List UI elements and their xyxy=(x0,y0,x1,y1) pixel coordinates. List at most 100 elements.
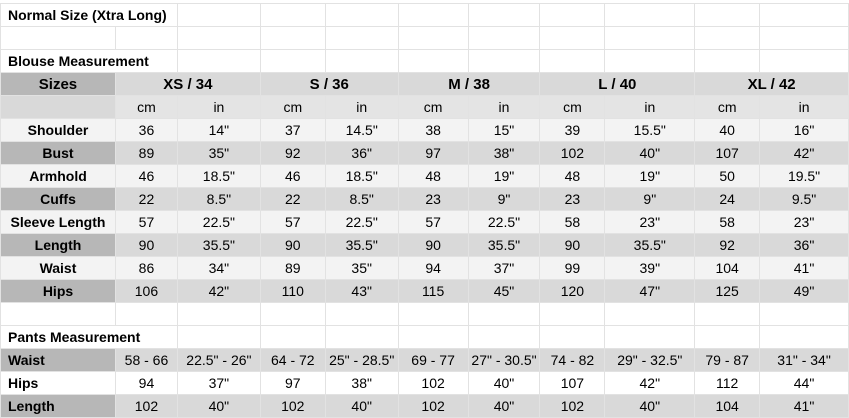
value-cell[interactable]: 31" - 34" xyxy=(759,348,849,372)
value-cell[interactable]: 15.5" xyxy=(604,118,696,142)
value-cell[interactable]: 43" xyxy=(324,279,399,303)
unit-header[interactable]: in xyxy=(324,95,399,119)
row-label[interactable]: Shoulder xyxy=(0,118,116,142)
value-cell[interactable]: 125 xyxy=(694,279,761,303)
row-label[interactable]: Sleeve Length xyxy=(0,210,116,234)
value-cell[interactable]: 69 - 77 xyxy=(397,348,469,372)
value-cell[interactable]: 40" xyxy=(604,394,696,418)
empty-cell[interactable] xyxy=(259,49,326,73)
empty-cell[interactable] xyxy=(397,3,469,27)
value-cell[interactable]: 50 xyxy=(694,164,761,188)
empty-cell[interactable] xyxy=(539,325,606,349)
value-cell[interactable]: 94 xyxy=(397,256,469,280)
value-cell[interactable]: 46 xyxy=(259,164,326,188)
value-cell[interactable]: 23" xyxy=(604,210,696,234)
value-cell[interactable]: 106 xyxy=(114,279,178,303)
empty-cell[interactable] xyxy=(324,49,399,73)
empty-cell[interactable] xyxy=(176,302,261,326)
value-cell[interactable]: 57 xyxy=(114,210,178,234)
value-cell[interactable]: 45" xyxy=(467,279,541,303)
value-cell[interactable]: 15" xyxy=(467,118,541,142)
empty-cell[interactable] xyxy=(397,302,469,326)
value-cell[interactable]: 23" xyxy=(759,210,849,234)
value-cell[interactable]: 9.5" xyxy=(759,187,849,211)
value-cell[interactable]: 8.5" xyxy=(324,187,399,211)
empty-cell[interactable] xyxy=(539,3,606,27)
value-cell[interactable]: 19" xyxy=(604,164,696,188)
empty-cell[interactable] xyxy=(259,26,326,50)
value-cell[interactable]: 23 xyxy=(539,187,606,211)
value-cell[interactable]: 86 xyxy=(114,256,178,280)
row-label[interactable]: Hips xyxy=(0,279,116,303)
blouse-section-title[interactable]: Blouse Measurement xyxy=(0,49,178,73)
empty-cell[interactable] xyxy=(324,325,399,349)
value-cell[interactable]: 27" - 30.5" xyxy=(467,348,541,372)
value-cell[interactable]: 37" xyxy=(467,256,541,280)
empty-cell[interactable] xyxy=(467,3,541,27)
empty-cell[interactable] xyxy=(0,26,116,50)
empty-cell[interactable] xyxy=(114,26,178,50)
empty-cell[interactable] xyxy=(176,3,261,27)
row-label[interactable]: Length xyxy=(0,394,116,418)
empty-cell[interactable] xyxy=(759,325,849,349)
empty-cell[interactable] xyxy=(176,49,261,73)
value-cell[interactable]: 107 xyxy=(539,371,606,395)
value-cell[interactable]: 22 xyxy=(259,187,326,211)
empty-cell[interactable] xyxy=(604,302,696,326)
row-label[interactable]: Length xyxy=(0,233,116,257)
sheet-title[interactable]: Normal Size (Xtra Long) xyxy=(0,3,178,27)
value-cell[interactable]: 115 xyxy=(397,279,469,303)
value-cell[interactable]: 94 xyxy=(114,371,178,395)
row-label[interactable]: Armhold xyxy=(0,164,116,188)
size-header[interactable]: L / 40 xyxy=(539,72,696,96)
empty-cell[interactable] xyxy=(604,26,696,50)
value-cell[interactable]: 48 xyxy=(397,164,469,188)
value-cell[interactable]: 23 xyxy=(397,187,469,211)
value-cell[interactable]: 49" xyxy=(759,279,849,303)
value-cell[interactable]: 46 xyxy=(114,164,178,188)
value-cell[interactable]: 97 xyxy=(259,371,326,395)
value-cell[interactable]: 38 xyxy=(397,118,469,142)
value-cell[interactable]: 40" xyxy=(467,394,541,418)
empty-cell[interactable] xyxy=(0,302,116,326)
value-cell[interactable]: 19.5" xyxy=(759,164,849,188)
value-cell[interactable]: 102 xyxy=(539,141,606,165)
unit-header[interactable]: cm xyxy=(539,95,606,119)
empty-cell[interactable] xyxy=(694,49,761,73)
unit-header[interactable]: in xyxy=(467,95,541,119)
value-cell[interactable]: 36 xyxy=(114,118,178,142)
size-header[interactable]: M / 38 xyxy=(397,72,541,96)
value-cell[interactable]: 29" - 32.5" xyxy=(604,348,696,372)
empty-cell[interactable] xyxy=(324,26,399,50)
empty-cell[interactable] xyxy=(176,26,261,50)
empty-cell[interactable] xyxy=(694,302,761,326)
value-cell[interactable]: 44" xyxy=(759,371,849,395)
value-cell[interactable]: 35.5" xyxy=(467,233,541,257)
empty-cell[interactable] xyxy=(694,3,761,27)
value-cell[interactable]: 90 xyxy=(259,233,326,257)
value-cell[interactable]: 22.5" xyxy=(324,210,399,234)
empty-cell[interactable] xyxy=(604,3,696,27)
value-cell[interactable]: 57 xyxy=(259,210,326,234)
value-cell[interactable]: 90 xyxy=(397,233,469,257)
value-cell[interactable]: 34" xyxy=(176,256,261,280)
value-cell[interactable]: 16" xyxy=(759,118,849,142)
unit-header[interactable]: cm xyxy=(259,95,326,119)
value-cell[interactable]: 39 xyxy=(539,118,606,142)
value-cell[interactable]: 39" xyxy=(604,256,696,280)
value-cell[interactable]: 36" xyxy=(324,141,399,165)
value-cell[interactable]: 22.5" xyxy=(176,210,261,234)
value-cell[interactable]: 102 xyxy=(397,371,469,395)
empty-cell[interactable] xyxy=(539,49,606,73)
value-cell[interactable]: 102 xyxy=(539,394,606,418)
empty-cell[interactable] xyxy=(759,3,849,27)
empty-cell[interactable] xyxy=(324,3,399,27)
value-cell[interactable]: 40" xyxy=(467,371,541,395)
value-cell[interactable]: 64 - 72 xyxy=(259,348,326,372)
empty-cell[interactable] xyxy=(397,325,469,349)
value-cell[interactable]: 42" xyxy=(759,141,849,165)
unit-header[interactable]: cm xyxy=(397,95,469,119)
value-cell[interactable]: 48 xyxy=(539,164,606,188)
empty-cell[interactable] xyxy=(467,26,541,50)
row-label[interactable]: Cuffs xyxy=(0,187,116,211)
